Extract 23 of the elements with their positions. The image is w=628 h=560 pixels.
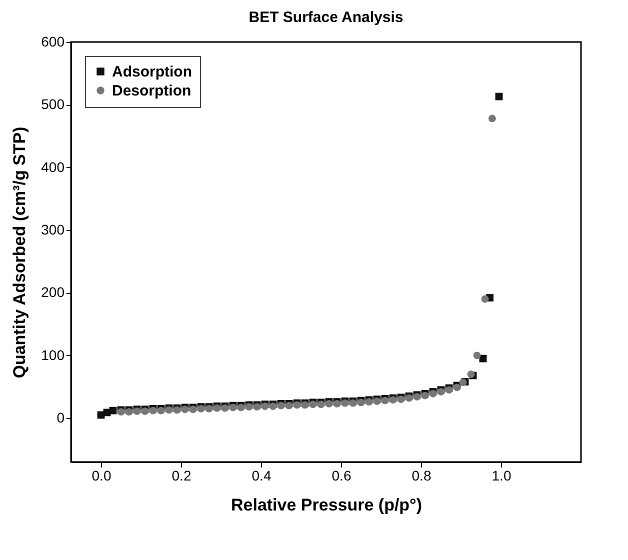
legend-label: Desorption [112, 82, 192, 100]
y-axis-title: Quantity Adsorbed (cm³/g STP) [10, 126, 30, 378]
x-tick-label: 0.6 [332, 468, 352, 484]
y-tick-label: 600 [41, 34, 65, 50]
x-axis-title: Relative Pressure (p/p°) [230, 496, 422, 514]
x-tick-label: 1.0 [492, 468, 512, 484]
point [473, 352, 481, 360]
y-tick-label: 400 [41, 158, 65, 175]
legend-label: Adsorption [112, 64, 192, 80]
x-tick-label: 0.8 [412, 468, 432, 484]
point [479, 354, 487, 362]
point [488, 114, 496, 122]
y-tick-label: 200 [41, 284, 65, 300]
y-tick-label: 300 [41, 222, 65, 238]
chart-title: BET Surface Analysis [248, 9, 404, 26]
point [109, 406, 117, 414]
y-tick-label: 100 [41, 346, 65, 363]
y-tick-label: 0 [56, 410, 65, 426]
point [481, 295, 489, 303]
x-tick-label: 0.4 [252, 468, 272, 484]
x-tick-label: 0.0 [92, 468, 112, 484]
y-tick-label: 500 [41, 96, 65, 112]
x-tick-label: 0.2 [172, 468, 192, 484]
